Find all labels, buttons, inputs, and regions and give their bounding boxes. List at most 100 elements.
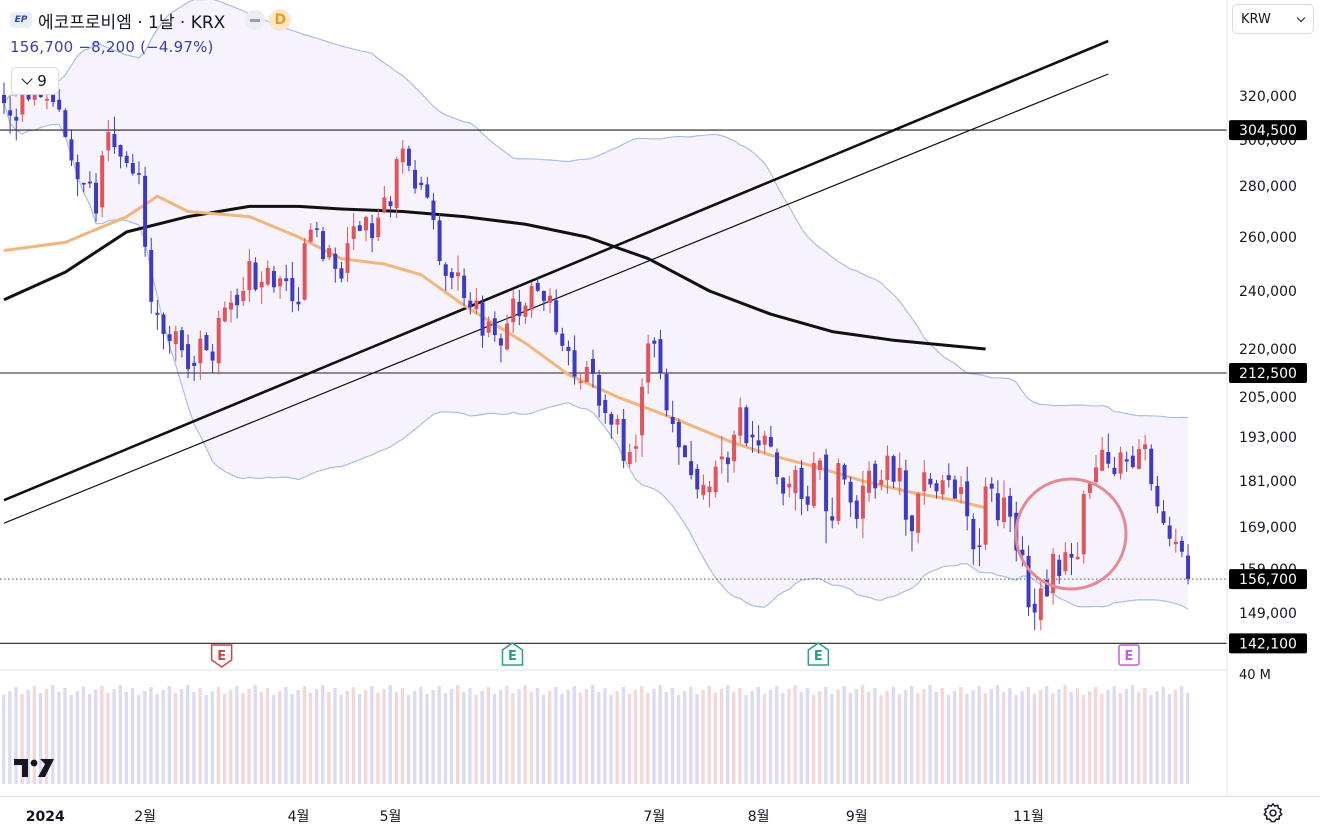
- candle[interactable]: [449, 268, 454, 290]
- candle[interactable]: [87, 171, 92, 189]
- candle[interactable]: [1130, 446, 1135, 469]
- candle[interactable]: [143, 166, 148, 257]
- candle[interactable]: [192, 355, 197, 381]
- candle[interactable]: [762, 430, 767, 454]
- candle[interactable]: [928, 472, 933, 488]
- candle[interactable]: [505, 314, 510, 351]
- moving-average-long[interactable]: [3, 204, 986, 351]
- candle[interactable]: [535, 276, 540, 293]
- candle[interactable]: [1069, 542, 1074, 576]
- candle[interactable]: [1002, 480, 1007, 529]
- candle[interactable]: [775, 448, 780, 485]
- candle[interactable]: [1081, 490, 1086, 564]
- symbol-title[interactable]: 에코프로비엠 · 1날 · KRX: [38, 12, 226, 33]
- candle[interactable]: [867, 461, 872, 502]
- candle[interactable]: [959, 475, 964, 504]
- candle[interactable]: [333, 247, 338, 283]
- candle[interactable]: [977, 528, 982, 567]
- candle[interactable]: [879, 469, 884, 491]
- candle[interactable]: [952, 475, 957, 499]
- candle[interactable]: [204, 332, 209, 351]
- candle[interactable]: [106, 119, 111, 162]
- candle[interactable]: [922, 460, 927, 505]
- candle[interactable]: [873, 460, 878, 499]
- earnings-marker[interactable]: E: [501, 642, 524, 666]
- candle[interactable]: [646, 334, 651, 395]
- candle[interactable]: [437, 213, 442, 266]
- candle[interactable]: [327, 244, 332, 261]
- candle[interactable]: [781, 476, 786, 506]
- candle[interactable]: [1075, 542, 1080, 560]
- candle[interactable]: [443, 262, 448, 291]
- candle[interactable]: [817, 457, 822, 480]
- candle[interactable]: [462, 268, 467, 306]
- candle[interactable]: [486, 316, 491, 338]
- candle[interactable]: [541, 290, 546, 312]
- candle[interactable]: [1026, 545, 1031, 617]
- candle[interactable]: [167, 325, 172, 354]
- candle[interactable]: [854, 495, 859, 529]
- tradingview-logo-icon[interactable]: [14, 756, 56, 780]
- candle[interactable]: [965, 466, 970, 531]
- candle[interactable]: [584, 360, 589, 383]
- candle[interactable]: [284, 264, 289, 291]
- candle[interactable]: [1161, 500, 1166, 526]
- candle[interactable]: [523, 302, 528, 324]
- candle[interactable]: [112, 116, 117, 154]
- candle[interactable]: [222, 301, 227, 323]
- candle[interactable]: [1063, 542, 1068, 575]
- candle[interactable]: [897, 452, 902, 496]
- candle[interactable]: [946, 463, 951, 488]
- candle[interactable]: [228, 290, 233, 323]
- candle[interactable]: [413, 160, 418, 194]
- candle[interactable]: [94, 173, 99, 222]
- candle[interactable]: [14, 108, 19, 141]
- candle[interactable]: [989, 477, 994, 503]
- candle[interactable]: [566, 340, 571, 366]
- candle[interactable]: [529, 282, 534, 318]
- candle[interactable]: [1149, 444, 1154, 491]
- trendline-thick[interactable]: [3, 39, 1109, 502]
- candle[interactable]: [658, 329, 663, 380]
- candle[interactable]: [738, 397, 743, 444]
- candle[interactable]: [554, 289, 559, 335]
- candle[interactable]: [664, 368, 669, 417]
- candle[interactable]: [339, 261, 344, 283]
- candle[interactable]: [69, 129, 74, 166]
- candle[interactable]: [750, 421, 755, 453]
- candle[interactable]: [302, 238, 307, 301]
- candle[interactable]: [609, 411, 614, 439]
- candle[interactable]: [44, 95, 49, 110]
- candle[interactable]: [210, 344, 215, 373]
- candle[interactable]: [1087, 482, 1092, 500]
- candle[interactable]: [725, 451, 730, 483]
- candle[interactable]: [799, 460, 804, 516]
- candle[interactable]: [155, 299, 160, 330]
- candle[interactable]: [1051, 548, 1056, 605]
- candle[interactable]: [590, 349, 595, 388]
- candle[interactable]: [1094, 454, 1099, 486]
- candle[interactable]: [1100, 437, 1105, 472]
- candle[interactable]: [474, 288, 479, 315]
- candle[interactable]: [161, 312, 166, 350]
- candle[interactable]: [830, 497, 835, 529]
- candle[interactable]: [909, 514, 914, 552]
- candle[interactable]: [548, 288, 553, 314]
- candle[interactable]: [57, 89, 62, 112]
- candle[interactable]: [241, 276, 246, 307]
- candle[interactable]: [1179, 536, 1184, 558]
- candle[interactable]: [265, 260, 270, 287]
- candle[interactable]: [903, 459, 908, 536]
- candle[interactable]: [633, 434, 638, 463]
- candle[interactable]: [732, 430, 737, 473]
- candle[interactable]: [627, 443, 632, 468]
- candle[interactable]: [860, 470, 865, 538]
- candle[interactable]: [81, 182, 86, 193]
- candle[interactable]: [100, 150, 105, 218]
- candle[interactable]: [271, 265, 276, 293]
- candle[interactable]: [971, 513, 976, 565]
- candle[interactable]: [382, 186, 387, 214]
- status-pill[interactable]: D: [245, 9, 292, 31]
